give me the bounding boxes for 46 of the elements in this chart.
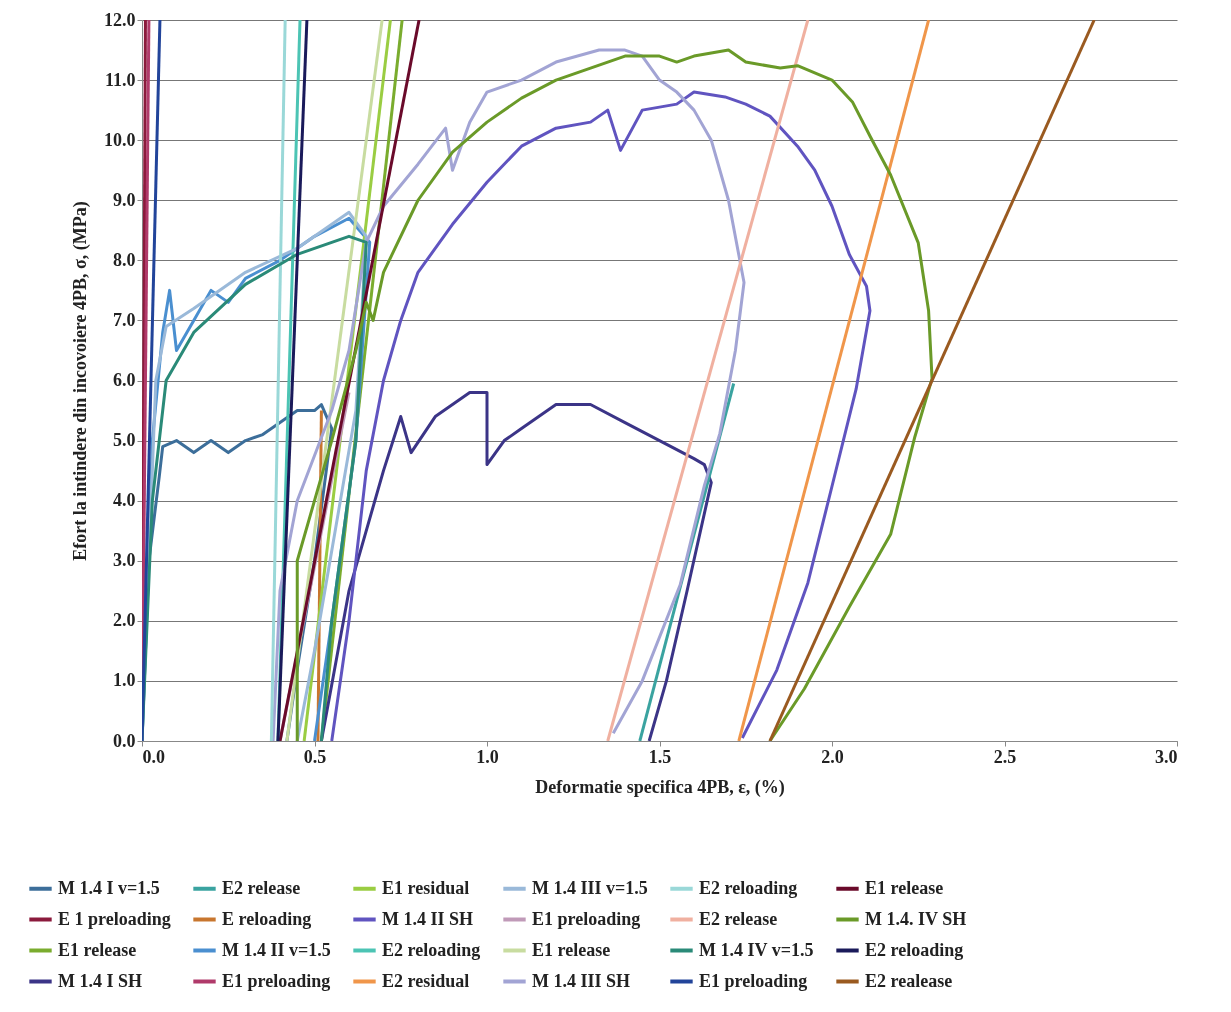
x-tick-label: 2.5 (993, 746, 1017, 767)
legend-label: E reloading (222, 908, 312, 929)
legend-label: E1 release (58, 939, 137, 960)
legend-label: E1 release (865, 877, 944, 898)
y-tick-label: 10.0 (104, 129, 136, 150)
legend-label: E1 residual (382, 877, 470, 898)
y-tick-label: 5.0 (113, 430, 136, 451)
legend-label: M 1.4 III v=1.5 (532, 877, 648, 898)
legend-label: M 1.4 II v=1.5 (222, 939, 331, 960)
y-tick-label: 2.0 (113, 610, 136, 631)
x-tick-label: 0.5 (303, 746, 327, 767)
legend-label: E 1 preloading (58, 908, 171, 929)
legend-label: M 1.4 IV v=1.5 (699, 939, 814, 960)
y-tick-label: 1.0 (113, 670, 136, 691)
x-axis-title: Deformatie specifica 4PB, ε, (%) (535, 776, 785, 798)
legend-label: M 1.4. IV SH (865, 908, 967, 929)
legend-label: E2 realease (865, 970, 953, 991)
legend-label: E1 release (532, 939, 611, 960)
legend-label: E2 release (699, 908, 778, 929)
legend-label: E1 preloading (699, 970, 808, 991)
x-tick-label: 2.0 (821, 746, 844, 767)
y-tick-label: 11.0 (104, 69, 136, 90)
x-tick-label: 0.0 (142, 746, 165, 767)
legend-label: E2 release (222, 877, 301, 898)
y-tick-label: 6.0 (113, 370, 136, 390)
y-tick-label: 0.0 (113, 730, 136, 751)
legend-label: E2 reloading (382, 939, 481, 960)
legend-label: E2 residual (382, 970, 470, 991)
y-tick-label: 12.0 (104, 9, 136, 30)
legend-label: M 1.4 II SH (382, 908, 474, 929)
x-tick-label: 1.0 (476, 746, 499, 767)
y-tick-label: 7.0 (113, 309, 136, 330)
legend-label: M 1.4 I v=1.5 (58, 877, 160, 898)
y-tick-label: 3.0 (113, 550, 136, 571)
legend-label: E2 reloading (699, 877, 798, 898)
x-tick-label: 3.0 (1155, 746, 1178, 767)
legend-label: E1 preloading (532, 908, 641, 929)
legend-label: M 1.4 I SH (58, 970, 143, 991)
legend-label: E1 preloading (222, 970, 331, 991)
legend-label: M 1.4 III SH (532, 970, 631, 991)
y-tick-label: 4.0 (113, 490, 136, 511)
y-axis-title: Efort la intindere din incovoiere 4PB, σ, (MPa) (70, 201, 91, 561)
y-tick-label: 8.0 (113, 249, 136, 270)
y-tick-label: 9.0 (113, 189, 136, 210)
x-tick-label: 1.5 (648, 746, 672, 767)
legend-label: E2 reloading (865, 939, 964, 960)
